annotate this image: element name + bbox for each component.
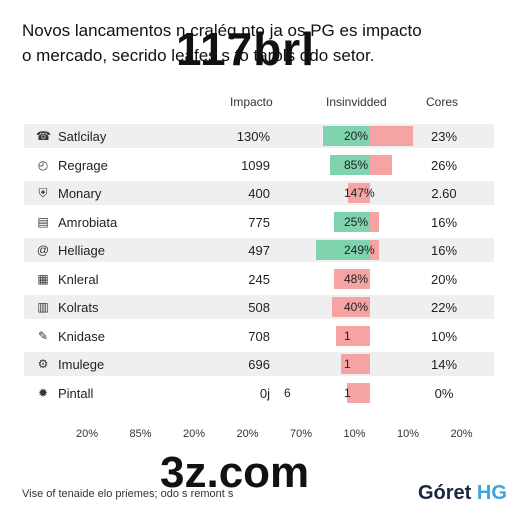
column-header-insinvidded: Insinvidded [326,95,387,109]
impacto-value: 696 [248,357,270,372]
bar-value-label: 40% [344,300,369,314]
bar-value-label: 147% [344,186,375,200]
row-label: Knleral [58,271,99,287]
cores-value: 20% [430,271,458,287]
row-label: Monary [58,186,102,201]
red-bar [346,382,370,403]
table-row: ⚙ Imulege 696 1 14% [24,352,494,376]
impacto-value: 497 [248,243,270,258]
red-bar [370,240,379,260]
bar-value-label: 25% [344,214,369,229]
clock-icon: ◴ [37,157,49,172]
x-tick-label: 20% [236,428,259,440]
sun-icon: ✹ [37,385,49,400]
gear-icon: ⚙ [37,357,49,371]
pencil-icon: ✎ [37,328,49,343]
cores-value: 26% [430,157,458,173]
impacto-value: 400 [248,186,270,201]
column-header-cores: Cores [426,95,459,109]
row-label: Helliage [58,243,105,258]
table-row: ▤ Amrobiata 775 25% 16% [24,210,494,234]
document-icon: ▦ [37,271,49,286]
row-label: Knidase [58,328,105,344]
impacto-value: 245 [248,271,270,287]
red-bar [370,126,414,146]
layers-icon: ▤ [37,214,49,229]
cores-value: 14% [430,357,458,372]
logo-main: Góret [418,482,477,504]
red-bar [341,354,370,374]
x-tick-label: 20% [76,428,99,440]
row-label: Imulege [58,357,105,372]
red-bar [348,183,370,203]
watermark-mid: 3z.com [160,448,310,497]
chart-icon: ▥ [37,300,49,314]
red-bar [332,297,370,317]
bar-value-label: 1 [344,328,351,343]
table-row: ◴ Regrage 1099 85% 26% [24,153,494,177]
green-bar [334,211,370,232]
table-row: ✹ Pintall 0j 1 6 0% [24,381,494,405]
table-row: ✎ Knidase 708 1 10% [24,324,494,348]
green-bar [330,154,370,175]
title-line-1: Novos lancamentos n cralég nto ja os PG … [22,21,422,40]
row-label: Amrobiata [58,214,118,230]
bar-value-label: 249% [344,243,375,257]
table-row: ☎ Satlcilay 130% 20% 23% [24,124,494,148]
bar-value-label: 1 [344,385,351,400]
red-bar [335,325,370,346]
x-tick-label: 10% [397,428,420,440]
x-tick-label: 10% [343,428,366,440]
table-row: ▦ Knleral 245 48% 20% [24,267,494,291]
bar-value-label: 85% [344,157,369,172]
x-tick-label: 85% [129,428,152,440]
green-bar [323,126,370,146]
x-tick-label: 20% [450,428,473,440]
shield-icon: ⛨ [38,186,48,200]
impacto-value: 0j [259,385,270,401]
table-row: ▥ Kolrats 508 40% 22% [24,295,494,319]
impacto-value: 775 [248,214,270,230]
watermark-top: 117brl [176,23,315,75]
phone-icon: ☎ [36,129,51,143]
cores-value: 22% [430,300,458,315]
impacto-value: 508 [248,300,270,315]
x-tick-label: 70% [290,428,313,440]
red-bar [370,154,392,175]
cores-value: 10% [430,328,458,344]
table-row: ⛨ Monary 400 147% 2.60 [24,181,494,205]
cores-value: 16% [430,243,458,258]
footer-note: Vise of tenaide elo priemes; odo s remon… [22,488,234,500]
bar-extra-label: 6 [284,385,291,400]
row-label: Kolrats [58,300,99,315]
impacto-value: 708 [248,328,270,344]
bar-value-label: 1 [344,357,351,371]
table-row: @ Helliage 497 249% 16% [24,238,494,262]
cores-value: 2.60 [431,186,457,201]
column-header-impacto: Impacto [230,95,273,109]
cores-value: 23% [430,129,458,144]
brand-logo: Góret HG [418,482,507,505]
row-label: Satlcilay [58,129,107,144]
logo-accent: HG [476,482,507,504]
red-bar [370,211,379,232]
cores-value: 16% [430,214,458,230]
title-line-2: o mercado, secrido leafes s to tarols dd… [22,46,375,65]
green-bar [316,240,370,260]
cores-value: 0% [434,385,454,401]
bar-value-label: 20% [344,129,369,143]
impacto-value: 1099 [241,157,270,173]
bar-value-label: 48% [344,271,369,286]
row-label: Regrage [58,157,108,173]
red-bar [334,268,370,289]
row-label: Pintall [58,385,94,401]
chart-title: Novos lancamentos n cralég nto ja os PG … [22,18,492,68]
x-tick-label: 20% [183,428,206,440]
impacto-value: 130% [236,129,270,144]
swirl-icon: @ [36,243,50,257]
